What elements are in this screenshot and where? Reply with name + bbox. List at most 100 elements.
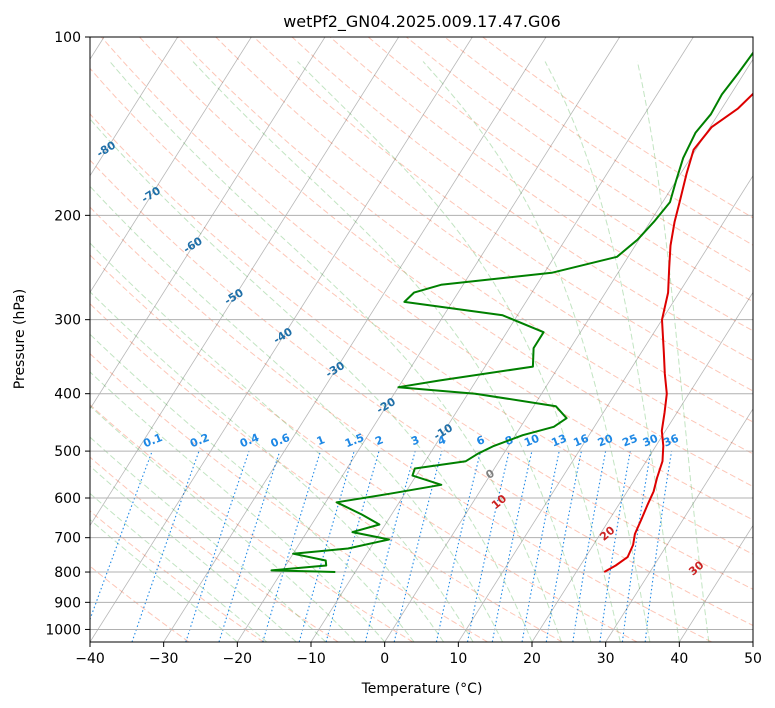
x-axis-label: Temperature (°C) — [361, 681, 483, 697]
y-tick-label: 800 — [54, 565, 81, 581]
mixing-ratio-label: 10 — [522, 432, 541, 450]
dry-adiabats — [90, 37, 753, 642]
dry-adiabat-line — [215, 37, 753, 423]
mixing-ratio-label: 2 — [373, 433, 385, 448]
chart-title: wetPf2_GN04.2025.009.17.47.G06 — [283, 12, 561, 32]
x-tick-label: 20 — [523, 651, 541, 667]
x-axis-ticks: −40 −30 −20 −10 0 10 20 30 40 50 — [75, 642, 762, 667]
dry-adiabat-line — [291, 37, 753, 362]
moist-adiabat-line — [422, 61, 651, 642]
mixing-ratio-line — [599, 451, 631, 642]
isotherm-line — [678, 524, 753, 642]
isotherm-line — [236, 37, 621, 642]
y-axis-label: Pressure (hPa) — [12, 289, 28, 389]
isotherms — [90, 37, 753, 642]
temperature-line — [603, 92, 753, 573]
isotherm-line — [310, 37, 694, 642]
plot-area: -100-90-80-70-60-50-40-30-20-1000.10.20.… — [90, 37, 753, 642]
mixing-ratio-line — [262, 450, 322, 642]
y-axis-ticks: 100 200 300 400 500 600 700 800 900 1000 — [45, 30, 90, 638]
moist-adiabat-line — [544, 61, 680, 642]
y-tick-label: 1000 — [45, 622, 81, 638]
y-tick-label: 200 — [54, 208, 81, 224]
moist-adiabat-line — [90, 465, 297, 642]
dry-adiabat-line — [90, 159, 753, 627]
dry-adiabat-line — [177, 37, 753, 455]
mixing-ratio-line — [435, 450, 482, 642]
mixing-ratio-label: 20 — [596, 432, 615, 450]
isotherm-line — [90, 37, 252, 294]
x-tick-label: −20 — [223, 651, 253, 667]
mixing-ratio-line — [90, 450, 153, 621]
moist-adiabat-line — [90, 405, 356, 642]
isotherm-line — [163, 37, 547, 642]
y-tick-label: 300 — [54, 313, 81, 329]
isotherm-line — [90, 37, 326, 410]
dry-adiabat-line — [139, 37, 753, 488]
mixing-ratio-line — [572, 450, 607, 642]
mixing-ratio-line — [298, 450, 355, 642]
mixing-ratio-label: 16 — [572, 432, 591, 450]
dry-adiabat-line — [90, 254, 638, 642]
dewpoint-line — [270, 51, 753, 573]
moist-adiabat-line — [297, 61, 621, 642]
moist-adiabats — [90, 61, 710, 642]
moist-adiabat-line — [90, 518, 238, 642]
mixing-ratio-line — [131, 450, 200, 642]
mixing-ratio-label: 30 — [641, 432, 660, 450]
x-tick-label: 50 — [744, 651, 762, 667]
mixing-ratio-line — [644, 451, 673, 642]
mixing-ratio-line — [393, 450, 443, 642]
mixing-ratio-line — [521, 450, 560, 642]
mixing-ratio-lines — [90, 450, 673, 642]
mixing-ratio-line — [545, 450, 582, 642]
moist-adiabat-line — [90, 291, 445, 642]
mixing-ratio-line — [621, 451, 652, 642]
moist-adiabat-line — [109, 61, 562, 642]
y-tick-label: 900 — [54, 595, 81, 611]
y-tick-label: 100 — [54, 30, 81, 46]
x-tick-label: 30 — [597, 651, 615, 667]
y-tick-label: 400 — [54, 387, 81, 403]
mixing-ratio-label: 36 — [662, 432, 681, 450]
dry-adiabat-line — [329, 37, 753, 332]
dry-adiabat-line — [482, 37, 753, 219]
dry-adiabat-line — [90, 456, 339, 642]
dry-adiabat-line — [90, 206, 712, 642]
isobars — [90, 37, 753, 630]
isotherm-line — [605, 408, 753, 642]
moist-adiabat-line — [90, 242, 474, 642]
isotherm-line — [531, 291, 753, 642]
mixing-ratio-label: 3 — [409, 433, 421, 448]
dry-adiabat-line — [90, 404, 414, 642]
moist-adiabat-line — [90, 185, 503, 642]
mixing-ratio-line — [491, 450, 533, 642]
isotherm-line — [457, 175, 753, 642]
dry-adiabat-line — [253, 37, 753, 392]
mixing-ratio-line — [466, 450, 510, 642]
mixing-ratio-line — [364, 450, 416, 642]
dry-adiabat-line — [101, 37, 753, 521]
y-tick-label: 700 — [54, 531, 81, 547]
plot-frame — [89, 36, 754, 643]
mixing-ratio-label: 1 — [315, 433, 327, 448]
moist-adiabat-line — [90, 492, 268, 642]
dry-adiabat-line — [367, 37, 753, 303]
mixing-ratio-label: 25 — [620, 432, 639, 450]
isotherm-line — [90, 37, 473, 642]
mixing-ratio-line — [218, 450, 281, 642]
moist-adiabat-line — [90, 371, 386, 642]
x-tick-label: 10 — [449, 651, 467, 667]
isotherm-line — [90, 37, 179, 177]
mixing-ratio-label: 13 — [550, 432, 569, 450]
x-tick-label: 40 — [670, 651, 688, 667]
x-tick-label: −30 — [149, 651, 179, 667]
mixing-ratio-line — [325, 450, 380, 642]
y-tick-label: 600 — [54, 491, 81, 507]
dry-adiabat-line — [444, 37, 753, 246]
y-tick-label: 500 — [54, 444, 81, 460]
x-tick-label: 0 — [380, 651, 389, 667]
moist-adiabat-line — [636, 61, 710, 642]
